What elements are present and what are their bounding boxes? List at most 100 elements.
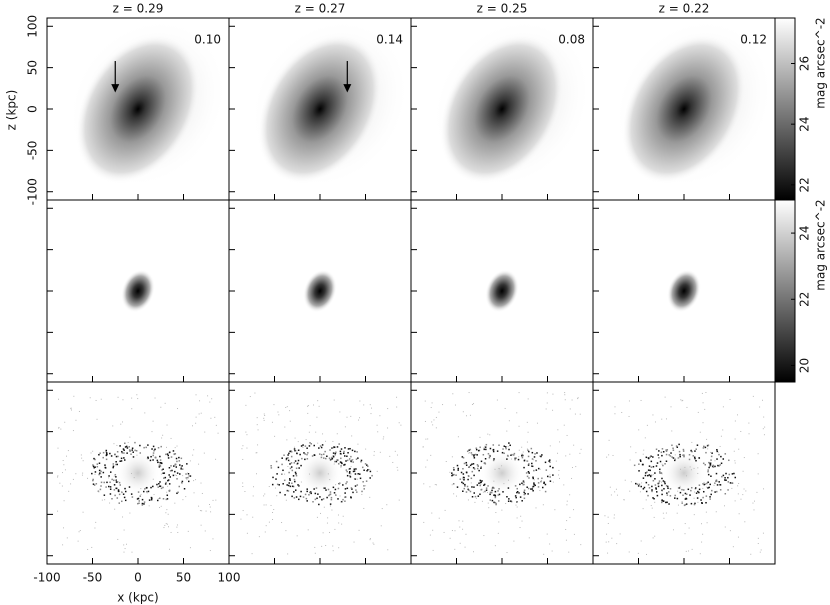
faint-particle (472, 551, 474, 553)
star-particle (508, 442, 510, 444)
star-particle (524, 492, 526, 495)
star-particle (338, 482, 341, 484)
star-particle (321, 444, 324, 446)
star-particle (489, 491, 492, 494)
star-particle (329, 491, 332, 493)
star-particle (105, 452, 108, 454)
faint-particle (752, 395, 754, 397)
star-particle (711, 452, 713, 454)
star-particle (336, 459, 338, 461)
colorbar (774, 199, 796, 383)
star-particle (698, 488, 701, 491)
star-particle (286, 489, 289, 492)
star-particle (702, 496, 704, 499)
faint-particle (201, 510, 203, 512)
star-particle (724, 477, 726, 479)
arrow-head (343, 84, 352, 93)
faint-particle (195, 479, 197, 481)
star-particle (336, 446, 339, 448)
faint-particle (256, 424, 258, 426)
star-particle (294, 489, 297, 491)
star-particle (287, 459, 290, 462)
faint-particle (333, 463, 335, 465)
star-particle (147, 456, 149, 459)
star-particle (344, 496, 346, 499)
faint-particle (176, 474, 178, 476)
star-particle (116, 463, 119, 466)
star-particle (527, 455, 530, 458)
star-particle (494, 494, 496, 496)
faint-particle (645, 499, 647, 501)
faint-particle (665, 512, 667, 514)
faint-particle (685, 475, 687, 477)
faint-particle (729, 398, 731, 400)
star-particle (316, 497, 318, 500)
faint-particle (713, 484, 715, 486)
star-particle (115, 461, 117, 463)
star-particle (485, 489, 488, 491)
star-particle (295, 474, 298, 477)
faint-particle (333, 399, 335, 401)
faint-particle (129, 450, 131, 452)
faint-particle (358, 529, 360, 531)
faint-particle (612, 454, 614, 456)
faint-particle (63, 464, 65, 466)
star-particle (94, 458, 96, 461)
star-particle (306, 453, 308, 456)
faint-particle (684, 466, 686, 468)
faint-particle (87, 477, 89, 479)
star-particle (172, 474, 175, 477)
faint-particle (742, 494, 744, 496)
faint-particle (469, 414, 471, 416)
star-particle (124, 446, 127, 448)
faint-particle (104, 499, 106, 501)
star-particle (535, 460, 537, 462)
faint-particle (487, 433, 489, 435)
star-particle (287, 484, 290, 487)
faint-particle (276, 495, 278, 497)
faint-particle (624, 479, 626, 481)
redshift-label: z = 0.22 (659, 2, 710, 16)
faint-particle (199, 510, 201, 512)
star-particle (306, 458, 309, 460)
star-particle (473, 486, 475, 488)
faint-particle (706, 438, 708, 440)
faint-particle (335, 484, 337, 486)
faint-particle (285, 459, 287, 461)
star-particle (118, 490, 120, 493)
faint-particle (705, 511, 707, 513)
star-particle (291, 495, 293, 498)
image-layer (57, 18, 775, 555)
star-particle (181, 480, 184, 483)
star-particle (344, 455, 346, 457)
star-particle (160, 462, 163, 464)
faint-particle (122, 516, 124, 518)
star-particle (689, 494, 691, 496)
star-particle (295, 473, 297, 475)
faint-particle (434, 484, 436, 486)
faint-particle (326, 522, 328, 524)
faint-particle (455, 495, 457, 497)
star-particle (342, 498, 344, 501)
star-particle (179, 464, 181, 466)
faint-particle (737, 493, 739, 495)
star-particle (167, 479, 169, 482)
star-particle (123, 452, 125, 454)
faint-particle (522, 451, 524, 453)
faint-particle (255, 473, 257, 475)
faint-particle (479, 436, 481, 438)
star-particle (159, 455, 161, 458)
star-particle (707, 470, 709, 473)
faint-particle (338, 483, 340, 485)
star-particle (537, 467, 540, 470)
faint-particle (307, 529, 309, 531)
star-particle (339, 461, 342, 463)
star-particle (722, 474, 725, 477)
faint-particle (376, 470, 378, 472)
star-particle (165, 481, 167, 484)
star-particle (355, 468, 357, 470)
faint-particle (189, 460, 191, 462)
star-particle (696, 497, 699, 499)
faint-particle (65, 455, 67, 457)
faint-particle (176, 526, 178, 528)
